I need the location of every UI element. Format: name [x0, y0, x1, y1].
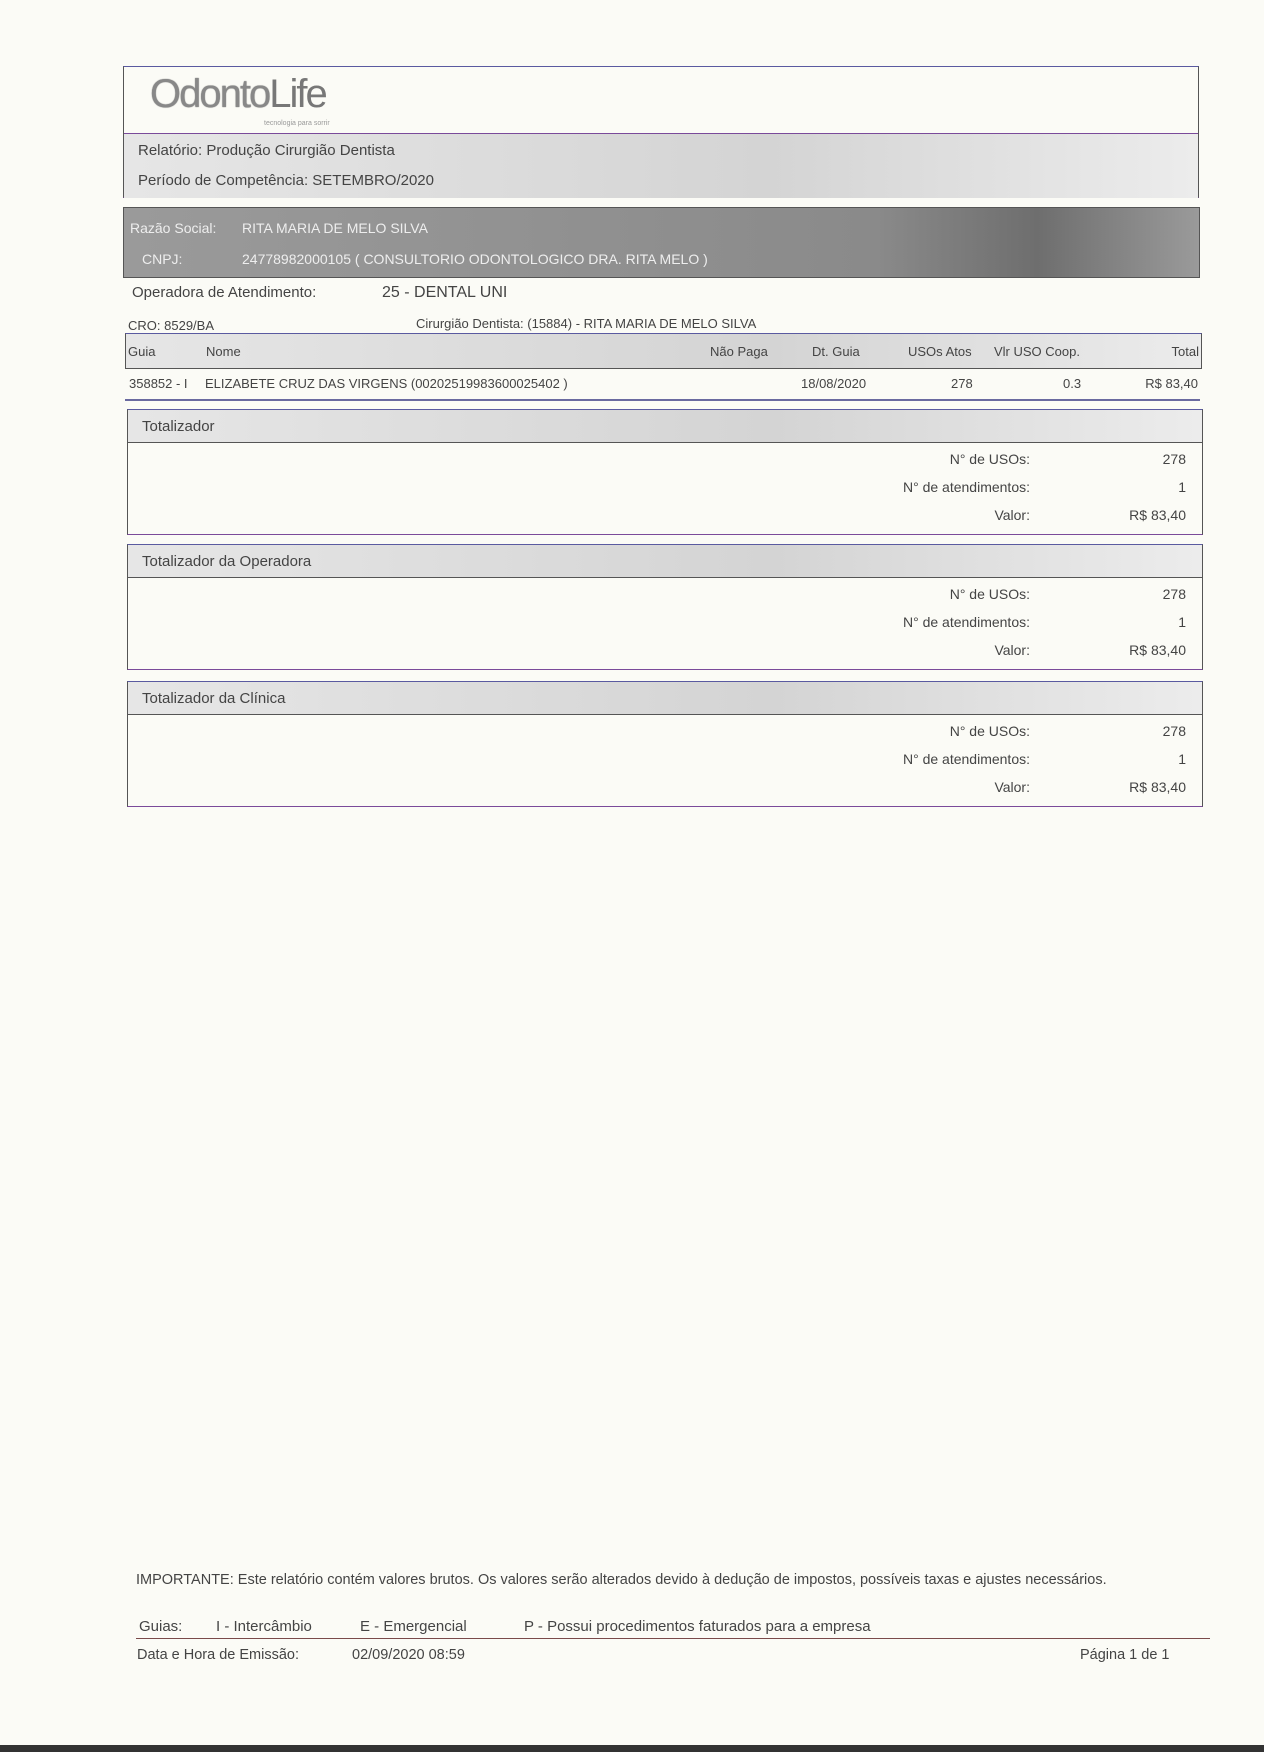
- row-nome: ELIZABETE CRUZ DAS VIRGENS (002025199836…: [205, 376, 568, 391]
- atendimentos-label: N° de atendimentos:: [902, 751, 1030, 767]
- razao-label: Razão Social:: [130, 220, 217, 236]
- row-guia: 358852 - I: [129, 376, 188, 391]
- cnpj-label: CNPJ:: [142, 251, 183, 267]
- logo-tagline: tecnologia para sorrir: [264, 120, 330, 127]
- col-guia: Guia: [128, 344, 156, 359]
- totalizador-box: Totalizador N° de USOs: 278 N° de atendim…: [127, 409, 1203, 535]
- col-nao-paga: Não Paga: [710, 344, 768, 359]
- usos-label: N° de USOs:: [949, 723, 1030, 739]
- guia-emergencial: E - Emergencial: [360, 1618, 467, 1635]
- operadora-label: Operadora de Atendimento:: [132, 284, 317, 301]
- emissao-value: 02/09/2020 08:59: [352, 1647, 465, 1663]
- dentist-name: Cirurgião Dentista: (15884) - RITA MARIA…: [416, 316, 757, 331]
- atendimentos-value: 1: [1178, 614, 1186, 630]
- col-usos: USOs Atos: [908, 344, 972, 359]
- cro-value: 8529/BA: [164, 318, 214, 333]
- razao-value: RITA MARIA DE MELO SILVA: [242, 220, 428, 236]
- report-info: Relatório: Produção Cirurgião Dentista P…: [124, 133, 1198, 198]
- period-label: Período de Competência:: [138, 172, 309, 189]
- atendimentos-value: 1: [1178, 479, 1186, 495]
- cro-label: CRO:: [128, 318, 161, 333]
- guia-intercambio: I - Intercâmbio: [216, 1618, 312, 1635]
- col-nome: Nome: [206, 344, 241, 359]
- guias-label: Guias:: [139, 1618, 183, 1635]
- operadora-value: 25 - DENTAL UNI: [382, 284, 508, 301]
- guia-empresa: P - Possui procedimentos faturados para …: [524, 1618, 871, 1635]
- table-header: Guia Nome Não Paga Dt. Guia USOs Atos Vl…: [125, 333, 1202, 369]
- col-total: Total: [1171, 344, 1199, 359]
- totalizador-operadora-title: Totalizador da Operadora: [142, 553, 312, 570]
- usos-value: 278: [1162, 451, 1186, 467]
- company-band: Razão Social: RITA MARIA DE MELO SILVA C…: [123, 207, 1200, 278]
- usos-label: N° de USOs:: [949, 451, 1030, 467]
- row-vlr: 0.3: [1063, 376, 1082, 391]
- valor-value: R$ 83,40: [1129, 779, 1186, 795]
- col-dt-guia: Dt. Guia: [812, 344, 860, 359]
- report-header: OdontoLife tecnologia para sorrir Relató…: [123, 66, 1199, 198]
- valor-label: Valor:: [994, 507, 1030, 523]
- odontolife-logo: OdontoLife: [150, 72, 328, 116]
- usos-value: 278: [1162, 586, 1186, 602]
- table-row: 358852 - I ELIZABETE CRUZ DAS VIRGENS (0…: [125, 368, 1200, 401]
- valor-value: R$ 83,40: [1129, 507, 1186, 523]
- page-number: Página 1 de 1: [1080, 1647, 1170, 1663]
- report-value: Produção Cirurgião Dentista: [206, 142, 395, 159]
- totalizador-operadora-box: Totalizador da Operadora N° de USOs: 278 …: [127, 544, 1203, 670]
- atendimentos-value: 1: [1178, 751, 1186, 767]
- report-label: Relatório:: [138, 142, 203, 159]
- row-total: R$ 83,40: [1145, 376, 1198, 391]
- col-vlr: Vlr USO Coop.: [994, 344, 1080, 359]
- usos-label: N° de USOs:: [949, 586, 1030, 602]
- atendimentos-label: N° de atendimentos:: [902, 479, 1030, 495]
- atendimentos-label: N° de atendimentos:: [902, 614, 1030, 630]
- cnpj-value: 24778982000105 ( CONSULTORIO ODONTOLOGIC…: [242, 251, 708, 267]
- valor-label: Valor:: [994, 779, 1030, 795]
- valor-label: Valor:: [994, 642, 1030, 658]
- totalizador-clinica-box: Totalizador da Clínica N° de USOs: 278 N°…: [127, 681, 1203, 807]
- row-dt: 18/08/2020: [801, 376, 867, 391]
- usos-value: 278: [1162, 723, 1186, 739]
- totalizador-clinica-title: Totalizador da Clínica: [142, 690, 286, 707]
- important-note: IMPORTANTE: Este relatório contém valore…: [136, 1572, 1107, 1588]
- totalizador-title: Totalizador: [142, 418, 215, 435]
- valor-value: R$ 83,40: [1129, 642, 1186, 658]
- emissao-label: Data e Hora de Emissão:: [137, 1647, 299, 1663]
- period-value: SETEMBRO/2020: [312, 172, 434, 189]
- scan-edge: [0, 1745, 1264, 1752]
- row-usos: 278: [951, 376, 973, 391]
